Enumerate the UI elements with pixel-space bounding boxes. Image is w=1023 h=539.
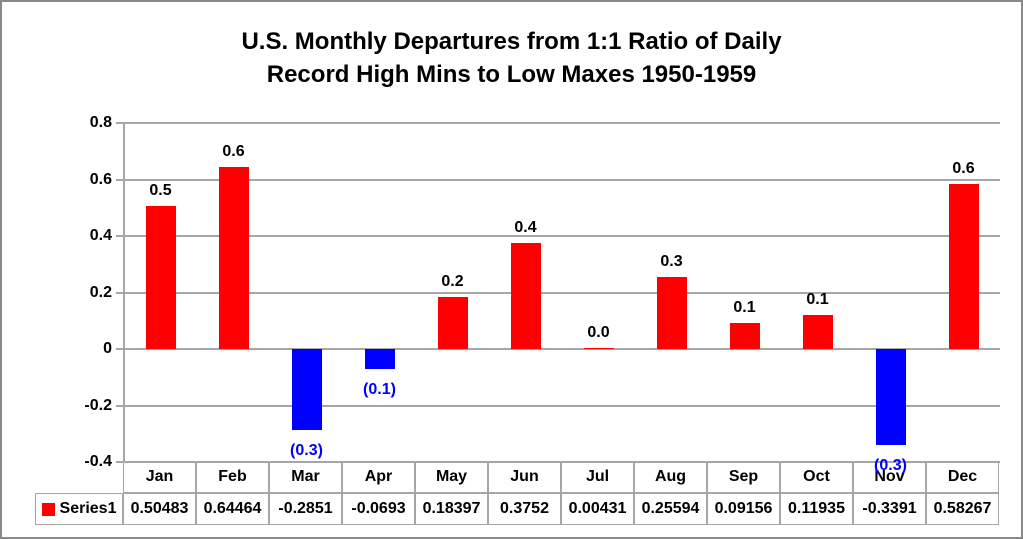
y-gridline [124, 461, 1000, 463]
y-axis-label: 0.2 [89, 283, 112, 301]
series-name-label: Series1 [59, 500, 117, 517]
x-axis-label-oct: Oct [780, 461, 853, 493]
y-gridline [124, 404, 1000, 407]
y-gridline [124, 291, 1000, 294]
series1-legend-cell: Series1 [35, 493, 123, 525]
y-axis-label: 0 [103, 340, 112, 357]
bar-feb [218, 166, 249, 349]
bar-label-jun: 0.4 [514, 219, 537, 236]
bar-dec [948, 184, 979, 349]
bar-sep [729, 323, 760, 349]
bar-label-mar: (0.3) [290, 441, 323, 459]
y-axis-tick [116, 235, 124, 237]
data-table-header-row: Jan Feb Mar Apr May Jun Jul Aug Sep Oct Nov Dec [123, 461, 999, 493]
bar-label-feb: 0.6 [222, 142, 245, 160]
y-gridline [124, 122, 1000, 124]
y-axis-tick [116, 291, 124, 294]
y-axis-label: 0.4 [89, 227, 112, 244]
bar-label-jul: 0.0 [587, 323, 610, 341]
chart-title: U.S. Monthly Departures from 1:1 Ratio o… [2, 25, 1021, 91]
table-value-aug: 0.25594 [634, 493, 707, 525]
bar-label-nov: (0.3) [874, 456, 907, 474]
x-axis-label-jun: Jun [488, 461, 561, 493]
x-axis-label-apr: Apr [342, 461, 415, 493]
x-axis-label-jul: Jul [561, 461, 634, 493]
bar-label-oct: 0.1 [806, 291, 829, 309]
table-value-jun: 0.3752 [488, 493, 561, 525]
bar-label-apr: (0.1) [363, 380, 396, 398]
series1-legend-key-icon [41, 502, 55, 516]
x-axis-label-may: May [415, 461, 488, 493]
bar-nov [875, 349, 906, 445]
data-table-series-row: Series1 0.50483 0.64464 -0.2851 -0.0693 0.183… [35, 493, 999, 525]
table-value-apr: -0.0693 [342, 493, 415, 525]
bar-jun [510, 243, 541, 349]
x-axis-label-feb: Feb [196, 461, 269, 493]
x-axis-label-mar: Mar [269, 461, 342, 493]
x-axis-label-aug: Aug [634, 461, 707, 493]
x-axis-label-sep: Sep [707, 461, 780, 493]
table-value-sep: 0.09156 [707, 493, 780, 525]
y-axis-label: -0.2 [84, 396, 112, 414]
y-axis-line [123, 123, 125, 462]
table-value-dec: 0.58267 [926, 493, 999, 525]
y-gridline [124, 348, 1000, 350]
bar-label-aug: 0.3 [660, 252, 683, 270]
bar-apr [364, 349, 395, 369]
y-axis-label: 0.6 [89, 170, 112, 188]
x-axis-label-dec: Dec [926, 461, 999, 493]
bar-label-dec: 0.6 [952, 160, 975, 178]
table-value-nov: -0.3391 [853, 493, 926, 525]
bar-oct [802, 315, 833, 349]
table-value-oct: 0.11935 [780, 493, 853, 525]
bar-mar [291, 349, 322, 430]
chart-title-line2: Record High Mins to Low Maxes 1950-1959 [266, 61, 757, 88]
y-axis-tick [116, 461, 124, 463]
y-axis-label: 0.8 [89, 114, 112, 131]
y-gridline [124, 178, 1000, 181]
y-axis-label: -0.4 [84, 453, 112, 470]
bar-aug [656, 276, 687, 349]
table-value-jan: 0.50483 [123, 493, 196, 525]
bar-may [437, 297, 468, 349]
chart-title-line1: U.S. Monthly Departures from 1:1 Ratio o… [241, 28, 782, 55]
bar-label-sep: 0.1 [733, 299, 756, 317]
y-gridline [124, 235, 1000, 237]
x-axis-label-jan: Jan [123, 461, 196, 493]
y-axis-tick [116, 178, 124, 181]
bar-jul [583, 347, 614, 349]
bar-jan [145, 206, 176, 349]
table-value-jul: 0.00431 [561, 493, 634, 525]
table-value-may: 0.18397 [415, 493, 488, 525]
y-axis-tick [116, 404, 124, 407]
bar-label-may: 0.2 [441, 273, 464, 291]
y-axis-tick [116, 348, 124, 350]
table-value-feb: 0.64464 [196, 493, 269, 525]
table-value-mar: -0.2851 [269, 493, 342, 525]
y-axis-tick [116, 122, 124, 124]
x-axis-label-nov: Nov [853, 461, 926, 493]
bar-label-jan: 0.5 [149, 182, 172, 200]
